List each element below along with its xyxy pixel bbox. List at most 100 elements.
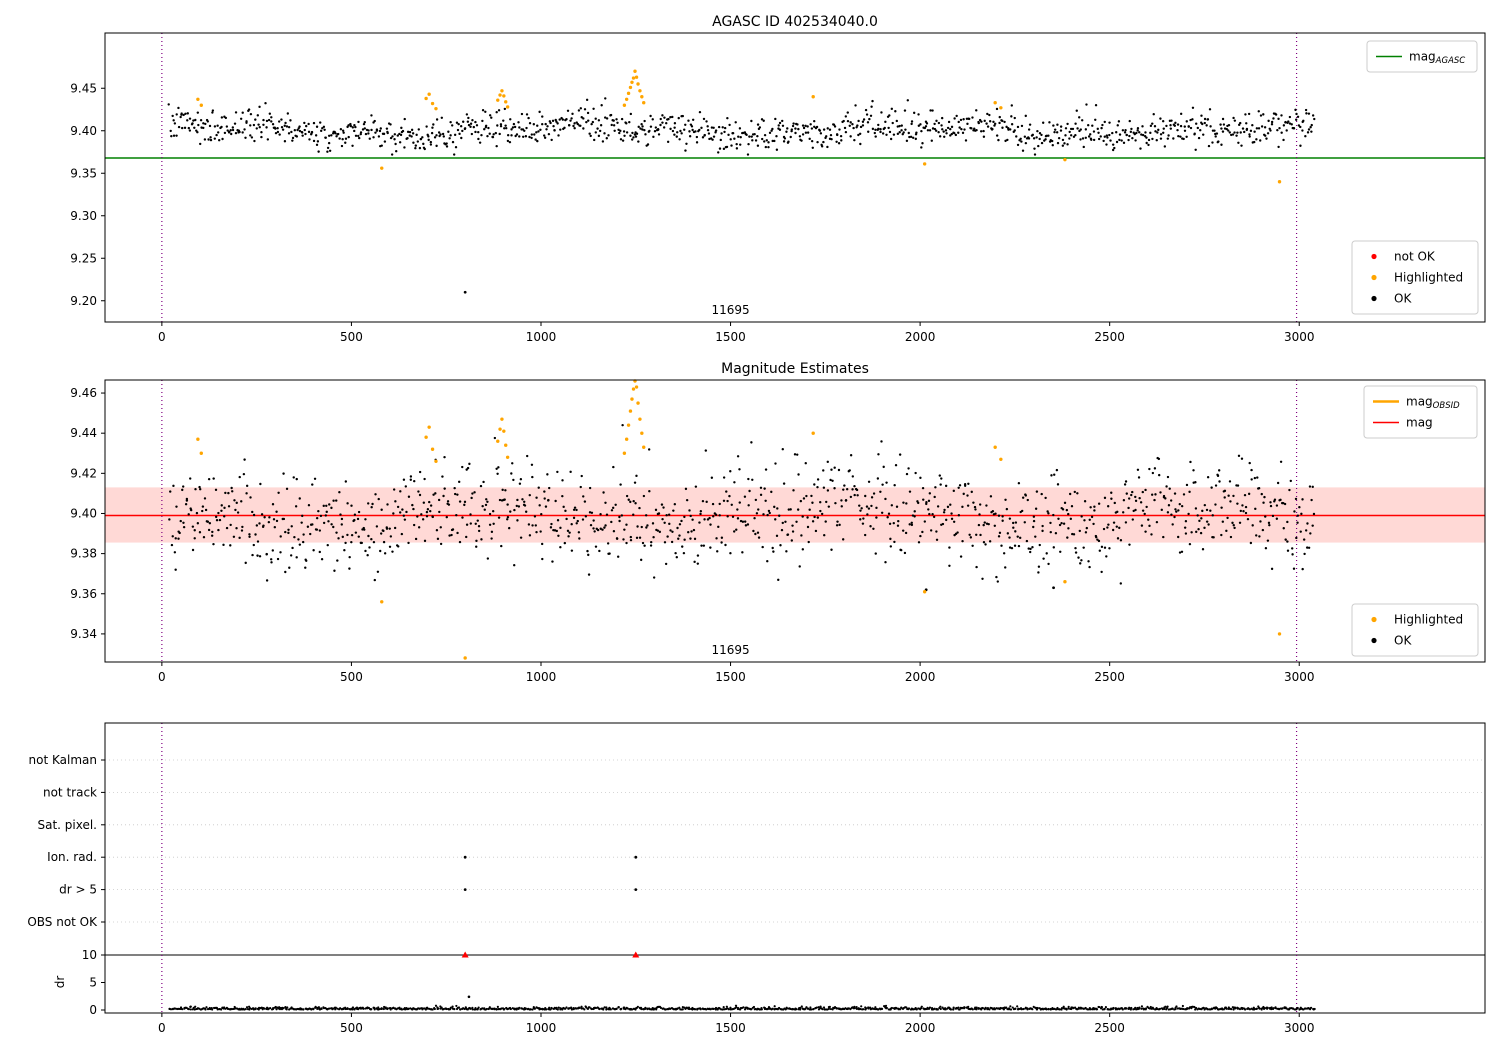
ok-point xyxy=(1017,544,1021,548)
ok-point xyxy=(862,517,865,520)
ok-point xyxy=(767,141,770,144)
ok-point xyxy=(270,116,273,119)
ok-point xyxy=(869,114,873,117)
dr-point xyxy=(1230,1008,1233,1011)
ok-point xyxy=(597,119,601,122)
ok-point xyxy=(938,135,942,138)
ok-point xyxy=(455,513,458,517)
ok-point xyxy=(451,124,454,127)
ok-point xyxy=(756,134,759,138)
ok-point xyxy=(544,122,547,126)
ok-point xyxy=(691,118,695,121)
ok-point xyxy=(700,544,703,547)
ok-point xyxy=(652,576,656,579)
ok-point xyxy=(1016,535,1019,538)
ok-point xyxy=(1103,135,1106,138)
category-label: Sat. pixel. xyxy=(37,818,97,832)
ok-point xyxy=(201,509,204,513)
ok-outlier-point xyxy=(463,290,467,294)
ok-point xyxy=(757,508,760,511)
ok-point xyxy=(1020,124,1024,128)
ok-point xyxy=(377,135,381,138)
ok-point xyxy=(218,139,221,142)
dr-point xyxy=(873,1007,876,1011)
ok-point xyxy=(386,503,389,506)
ok-point xyxy=(673,122,677,125)
ok-point xyxy=(794,131,797,135)
ok-point xyxy=(705,500,708,504)
dr-point xyxy=(799,1006,802,1009)
ok-point xyxy=(1267,521,1271,525)
ok-point xyxy=(867,130,870,133)
dr-point xyxy=(445,1007,448,1011)
ok-point xyxy=(1307,112,1311,115)
ok-point xyxy=(973,505,977,509)
ok-point xyxy=(1237,123,1241,127)
ok-point xyxy=(894,464,898,467)
ok-point xyxy=(534,524,537,527)
ok-point xyxy=(741,551,744,554)
dr-point xyxy=(386,1007,389,1010)
ok-point xyxy=(778,121,782,125)
ok-point xyxy=(1092,138,1096,142)
ok-point xyxy=(217,528,220,532)
ok-point xyxy=(463,127,467,131)
ok-point xyxy=(515,133,519,136)
ok-point xyxy=(1177,509,1180,512)
legend-marker-dot xyxy=(1371,274,1377,281)
ok-point xyxy=(450,533,453,537)
ok-point xyxy=(233,499,236,502)
ok-point xyxy=(772,550,775,553)
dr-point xyxy=(699,1008,702,1011)
dr-point xyxy=(865,1007,868,1010)
ok-point xyxy=(681,545,684,548)
ok-point xyxy=(806,125,809,128)
ok-point xyxy=(312,139,316,143)
ok-point xyxy=(975,109,978,112)
ok-point xyxy=(1231,133,1235,136)
ok-point xyxy=(400,126,403,130)
ok-point xyxy=(406,137,409,140)
ok-point xyxy=(289,119,292,122)
ok-point xyxy=(988,113,991,117)
x-tick-label: 1000 xyxy=(526,1021,557,1035)
dr-point xyxy=(1296,1006,1299,1010)
ok-point xyxy=(1040,141,1044,145)
ok-point xyxy=(729,138,732,141)
ok-point xyxy=(1064,134,1067,137)
dr-point xyxy=(378,1008,381,1011)
ok-point xyxy=(1005,507,1009,511)
ok-point xyxy=(368,546,371,549)
ok-point xyxy=(397,545,400,548)
ok-point xyxy=(1233,131,1236,134)
ok-point xyxy=(723,126,727,130)
ok-point xyxy=(344,141,347,144)
ok-point xyxy=(1236,484,1240,487)
dr-point xyxy=(712,1007,715,1011)
ok-point xyxy=(625,131,629,134)
dr-point xyxy=(742,1006,745,1009)
ok-point xyxy=(1034,535,1037,538)
ok-point xyxy=(372,136,375,139)
ok-point xyxy=(887,512,891,515)
ok-point xyxy=(997,535,1001,538)
ok-point xyxy=(806,131,810,134)
ok-point xyxy=(447,130,450,133)
ok-point xyxy=(571,112,574,116)
legend-marker-dot xyxy=(1371,295,1377,302)
ok-point xyxy=(679,129,682,133)
ok-point xyxy=(1141,125,1144,128)
dr-point xyxy=(736,1006,740,1010)
ok-point xyxy=(1194,507,1198,510)
ok-point xyxy=(1028,123,1032,126)
ok-point xyxy=(778,514,781,517)
ok-point xyxy=(594,545,598,548)
ok-point xyxy=(1177,134,1180,138)
ok-point xyxy=(573,506,577,509)
ok-point xyxy=(260,131,263,134)
ok-point xyxy=(1201,122,1204,126)
ok-point xyxy=(1241,127,1245,130)
ok-point xyxy=(661,517,664,521)
ok-point xyxy=(964,139,968,142)
ok-point xyxy=(698,110,702,114)
